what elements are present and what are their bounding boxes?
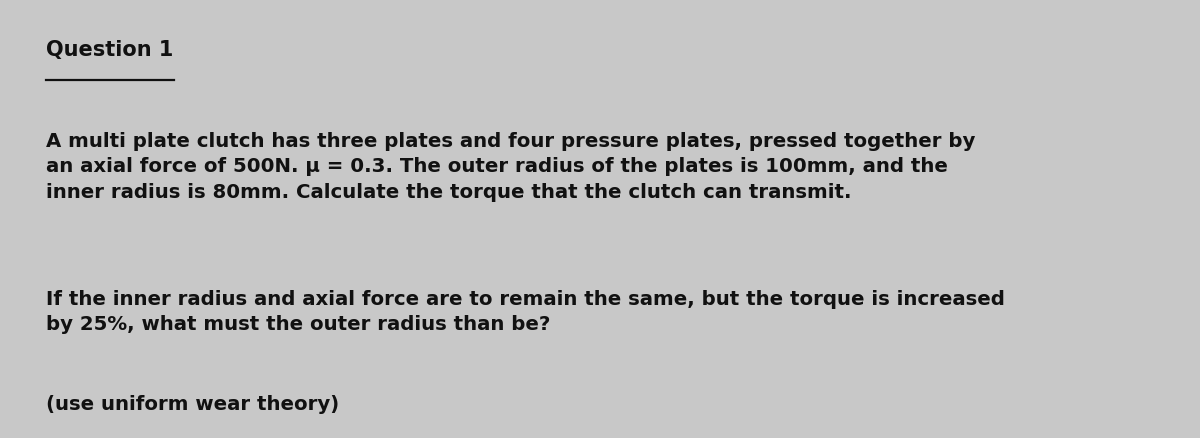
Text: If the inner radius and axial force are to remain the same, but the torque is in: If the inner radius and axial force are … <box>46 289 1004 334</box>
Text: (use uniform wear theory): (use uniform wear theory) <box>46 394 338 413</box>
Text: A multi plate clutch has three plates and four pressure plates, pressed together: A multi plate clutch has three plates an… <box>46 131 974 202</box>
Text: Question 1: Question 1 <box>46 39 173 60</box>
